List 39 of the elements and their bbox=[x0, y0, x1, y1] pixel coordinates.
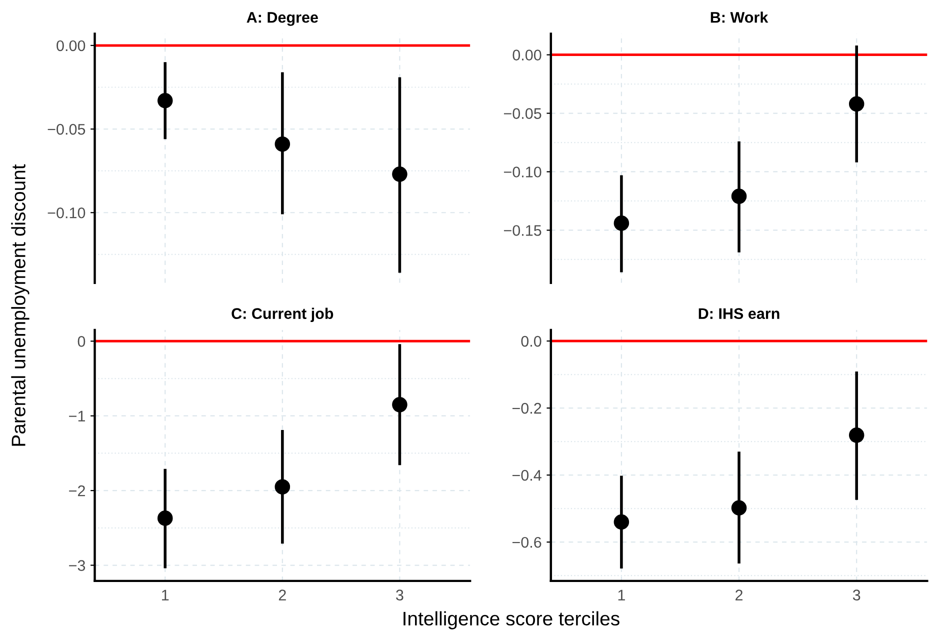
point bbox=[392, 166, 408, 182]
chart-title: C: Current job bbox=[232, 308, 334, 322]
point bbox=[157, 510, 173, 526]
point bbox=[392, 397, 408, 412]
y-tick-label: −0.6 bbox=[512, 536, 542, 548]
x-tick-label: 3 bbox=[396, 590, 404, 600]
chart-title: D: IHS earn bbox=[698, 308, 780, 320]
x-tick-label: 2 bbox=[736, 590, 742, 600]
y-tick-label: −0.15 bbox=[504, 225, 542, 236]
y-tick-label: −1 bbox=[69, 410, 85, 422]
point bbox=[614, 216, 630, 231]
y-tick-label: 0 bbox=[78, 336, 86, 347]
chart-title: A: Degree bbox=[246, 12, 318, 26]
x-axis-title: Intelligence score terciles bbox=[404, 611, 620, 630]
y-tick-label: 0.00 bbox=[56, 40, 86, 52]
point bbox=[274, 136, 290, 152]
y-tick-label: 0.0 bbox=[521, 336, 542, 347]
y-tick-label: −0.05 bbox=[504, 108, 542, 119]
y-tick-label: −0.10 bbox=[504, 166, 542, 178]
x-tick-label: 3 bbox=[852, 590, 860, 600]
point bbox=[848, 96, 864, 112]
y-axis-title: Parental unemployment discount bbox=[11, 164, 30, 446]
y-tick-label: −0.10 bbox=[48, 207, 86, 218]
chart-title: B: Work bbox=[710, 12, 768, 23]
y-tick-label: 0.00 bbox=[512, 50, 542, 60]
point bbox=[731, 500, 747, 516]
y-tick-label: −3 bbox=[69, 560, 86, 571]
y-tick-label: −0.4 bbox=[512, 470, 542, 481]
y-tick-label: −2 bbox=[69, 485, 85, 496]
point bbox=[274, 479, 290, 494]
x-tick-label: 1 bbox=[162, 590, 169, 600]
y-tick-label: −0.05 bbox=[48, 124, 86, 135]
point bbox=[848, 428, 864, 443]
point bbox=[731, 188, 747, 204]
point bbox=[157, 92, 173, 108]
point bbox=[614, 514, 630, 530]
x-tick-label: 1 bbox=[618, 590, 625, 600]
y-tick-label: −0.2 bbox=[512, 402, 542, 414]
x-tick-label: 2 bbox=[278, 590, 286, 600]
